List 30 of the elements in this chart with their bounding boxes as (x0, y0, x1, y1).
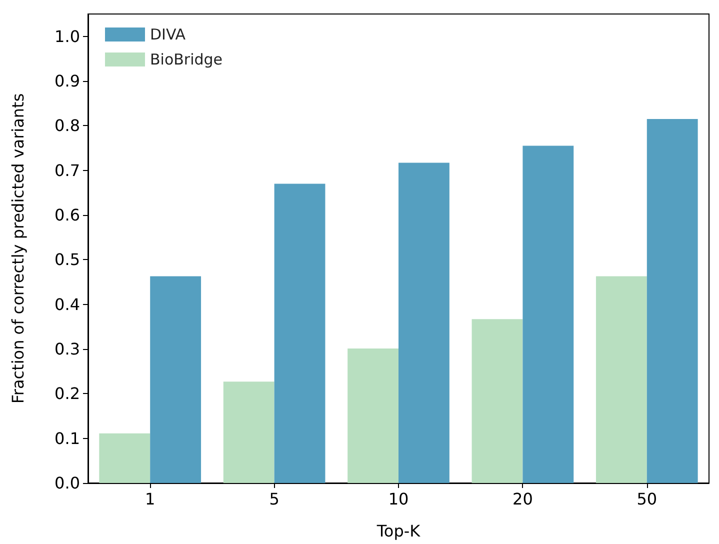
bar (398, 162, 450, 483)
y-tick-label: 0.6 (54, 206, 80, 224)
bar (646, 118, 698, 483)
bar (150, 276, 202, 483)
x-tick-label: 1 (145, 490, 156, 508)
bar (472, 319, 523, 483)
y-tick-label: 0.2 (54, 384, 80, 404)
y-tick-label: 0.4 (54, 294, 80, 314)
x-tick-label: 20 (512, 490, 533, 508)
y-tick-label: 0.0 (54, 474, 80, 492)
x-tick-label: 10 (388, 490, 409, 508)
y-tick-label: 0.5 (54, 250, 80, 270)
bar (223, 382, 274, 483)
x-axis-title: Top-K (376, 522, 421, 540)
y-tick-label: 0.7 (54, 160, 80, 180)
x-tick-label: 5 (269, 490, 280, 508)
y-axis-title: Fraction of correctly predicted variants (8, 93, 28, 404)
bar (522, 146, 574, 483)
y-tick-label: 1.0 (54, 26, 80, 46)
bar (274, 184, 326, 483)
y-tick-label: 0.3 (54, 340, 80, 358)
y-tick-label: 0.9 (54, 72, 80, 90)
bar (596, 276, 647, 483)
bar (99, 433, 150, 483)
y-tick-label: 0.8 (54, 116, 80, 136)
legend-label: DIVA (150, 26, 186, 44)
legend-label: BioBridge (150, 50, 223, 68)
x-tick-label: 50 (636, 490, 658, 508)
bar (348, 348, 398, 483)
y-tick-label: 0.1 (54, 428, 80, 448)
